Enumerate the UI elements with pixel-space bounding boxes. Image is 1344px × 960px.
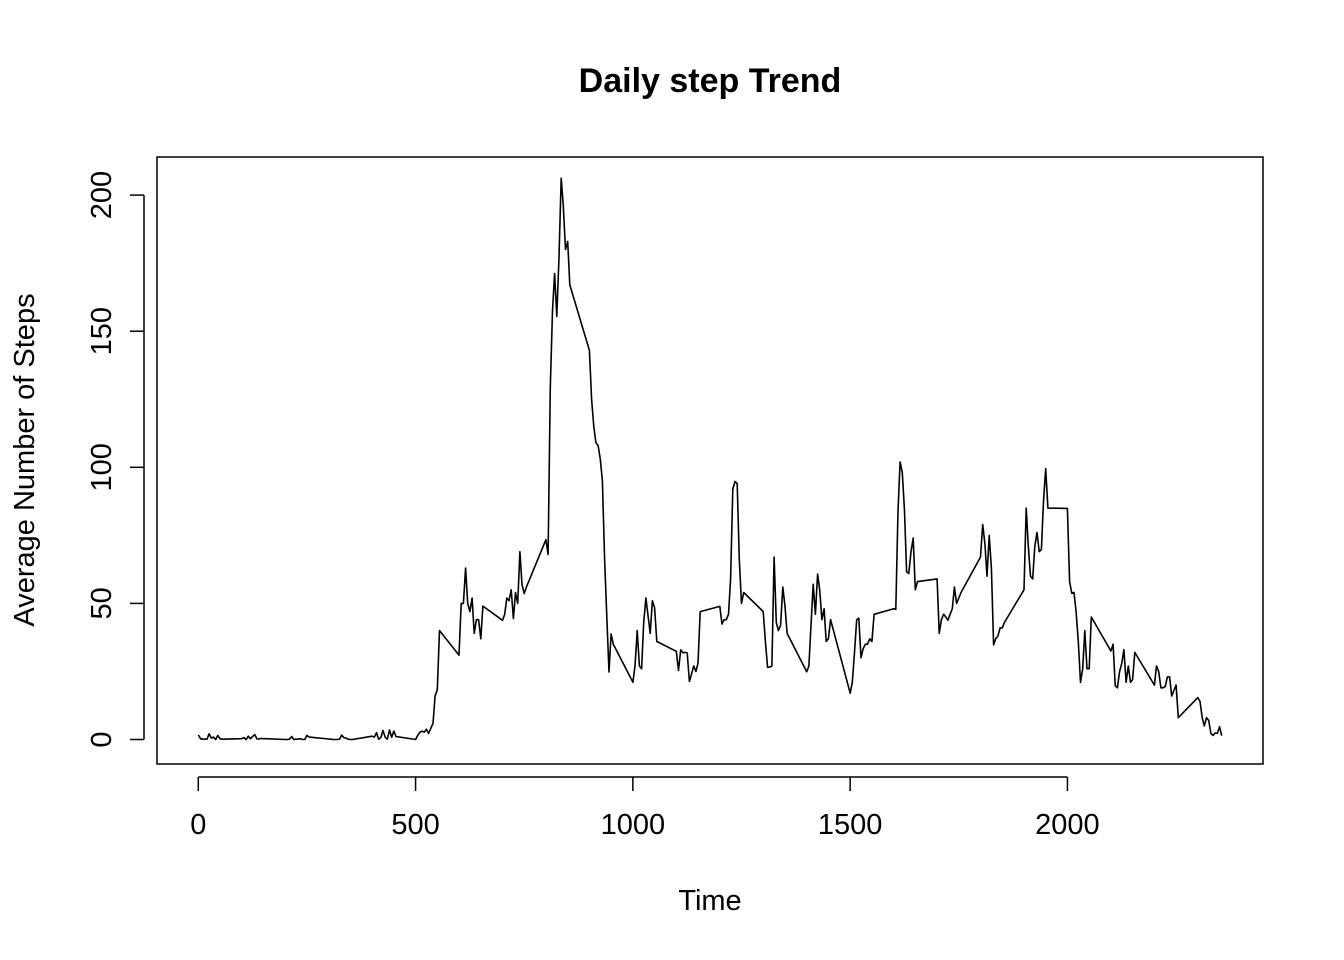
x-tick-label: 500: [391, 809, 439, 841]
y-tick-label: 50: [86, 587, 118, 619]
series-layer: [197, 177, 1223, 741]
y-axis-label: Average Number of Steps: [9, 293, 41, 626]
x-axis: 0 500 1000 1500 2000: [190, 776, 1100, 841]
x-axis-label: Time: [678, 885, 741, 917]
y-tick-label: 0: [86, 731, 118, 747]
x-tick-label: 1000: [601, 809, 666, 841]
series-line: [197, 177, 1223, 741]
chart-title: Daily step Trend: [579, 62, 842, 100]
x-tick-label: 0: [190, 809, 206, 841]
plot-frame: [156, 156, 1264, 765]
y-tick-label: 200: [86, 171, 118, 219]
y-tick-label: 100: [86, 443, 118, 491]
y-tick-label: 150: [86, 307, 118, 355]
y-axis: 0 50 100 150 200: [86, 171, 145, 748]
x-tick-label: 2000: [1035, 809, 1100, 841]
x-tick-label: 1500: [818, 809, 883, 841]
